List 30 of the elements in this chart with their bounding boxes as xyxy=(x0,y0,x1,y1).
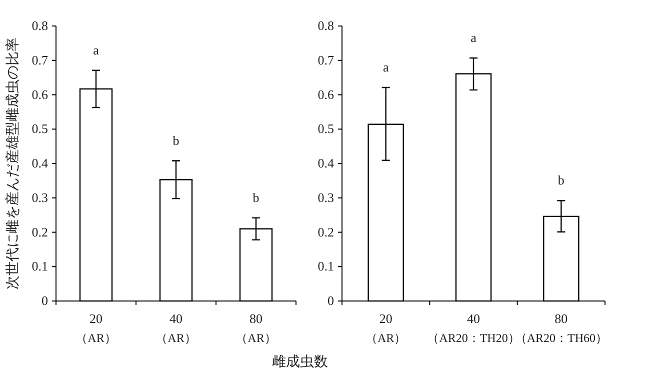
annotation: b xyxy=(172,132,180,148)
y-tick-label: 0 xyxy=(42,293,48,308)
y-tick-label: 0.4 xyxy=(318,156,334,170)
x-tick-label: 80（AR） xyxy=(236,311,276,345)
annotation: a xyxy=(470,30,477,45)
y-tick-label: 0.3 xyxy=(318,190,334,205)
y-tick-label: 0.1 xyxy=(32,258,48,274)
y-tick-label: 0.1 xyxy=(318,258,334,274)
y-tick-label: 0.5 xyxy=(32,121,48,136)
x-tick-label: 40（AR） xyxy=(156,311,196,345)
x-tick-label: 20（AR） xyxy=(365,311,406,345)
y-tick-label: 0.4 xyxy=(32,156,48,170)
annotation: a xyxy=(382,60,389,75)
y-tick-label: 0.2 xyxy=(32,224,48,240)
y-tick-label: 0.7 xyxy=(318,52,334,68)
x-axis-title: 雌成虫数 xyxy=(272,354,328,370)
y-tick-label: 0.2 xyxy=(318,224,334,240)
annotation: a xyxy=(93,42,100,58)
x-tick-label: 20（AR） xyxy=(76,311,116,345)
y-axis-title: 次世代に雌を産んだ産雄型雌成虫の比率 xyxy=(5,38,21,290)
y-tick-label: 0.7 xyxy=(32,52,48,68)
y-tick-label: 0.5 xyxy=(318,121,334,136)
y-tick-label: 0.3 xyxy=(32,190,48,205)
y-tick-label: 0.6 xyxy=(32,86,48,102)
y-tick-label: 0.8 xyxy=(318,18,334,33)
y-tick-label: 0.8 xyxy=(32,18,48,33)
y-tick-label: 0.6 xyxy=(318,86,334,102)
annotation: b xyxy=(252,190,260,205)
annotation: b xyxy=(558,172,564,188)
y-tick-label: 0 xyxy=(328,293,334,308)
